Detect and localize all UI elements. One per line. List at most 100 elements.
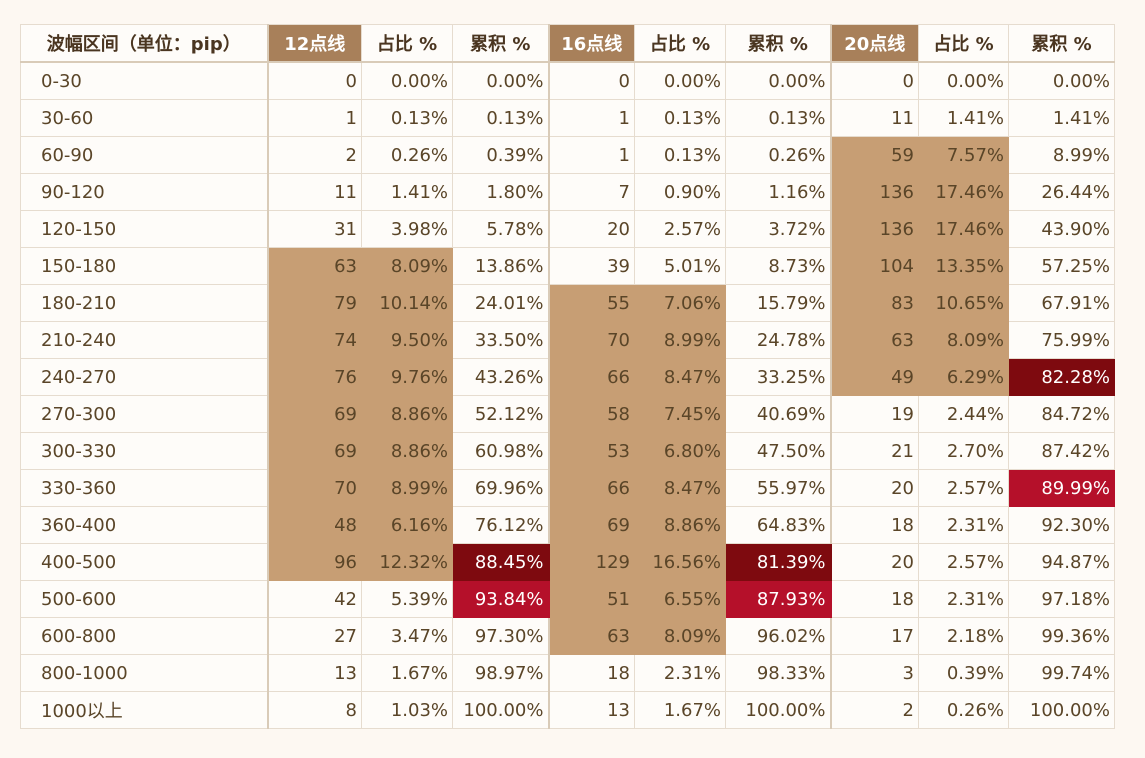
- cell-cum-12: 93.84%: [452, 580, 550, 618]
- cell-count-16: 55: [548, 284, 635, 322]
- table-row: 800-1000 13 1.67% 98.97% 18 2.31% 98.33% 3 0.39%…: [20, 654, 1115, 692]
- cell-cum-12: 24.01%: [452, 284, 550, 322]
- cell-cum-20: 84.72%: [1008, 395, 1115, 433]
- cell-pct-20: 7.57%: [918, 136, 1009, 174]
- cell-cum-20: 87.42%: [1008, 432, 1115, 470]
- cell-cum-12: 69.96%: [452, 469, 550, 507]
- cell-range: 30-60: [20, 99, 269, 137]
- cell-range: 0-30: [20, 61, 269, 100]
- cell-count-12: 11: [267, 173, 362, 211]
- cell-count-16: 13: [548, 691, 635, 729]
- cell-pct-16: 5.01%: [634, 247, 726, 285]
- cell-cum-20: 75.99%: [1008, 321, 1115, 359]
- cell-pct-16: 0.00%: [634, 61, 726, 100]
- cell-cum-20: 94.87%: [1008, 543, 1115, 581]
- pip-range-distribution-table: 波幅区间（单位：pip） 12点线 占比 % 累积 % 16点线 占比 % 累积 % 20点线…: [20, 24, 1115, 729]
- cell-cum-12: 0.39%: [452, 136, 550, 174]
- cell-pct-12: 0.26%: [361, 136, 453, 174]
- cell-count-20: 17: [830, 617, 919, 655]
- cell-cum-20: 67.91%: [1008, 284, 1115, 322]
- cell-cum-20: 26.44%: [1008, 173, 1115, 211]
- cell-pct-12: 8.99%: [361, 469, 453, 507]
- cell-count-20: 18: [830, 580, 919, 618]
- cell-pct-20: 0.39%: [918, 654, 1009, 692]
- cell-range: 400-500: [20, 543, 269, 581]
- cell-count-20: 83: [830, 284, 919, 322]
- cell-cum-20: 82.28%: [1008, 358, 1115, 396]
- cell-pct-20: 1.41%: [918, 99, 1009, 137]
- cell-cum-16: 0.26%: [725, 136, 832, 174]
- cell-count-12: 2: [267, 136, 362, 174]
- cell-count-20: 3: [830, 654, 919, 692]
- cell-cum-20: 92.30%: [1008, 506, 1115, 544]
- cell-cum-12: 98.97%: [452, 654, 550, 692]
- cell-pct-12: 6.16%: [361, 506, 453, 544]
- cell-pct-12: 5.39%: [361, 580, 453, 618]
- cell-range: 240-270: [20, 358, 269, 396]
- cell-pct-20: 17.46%: [918, 210, 1009, 248]
- cell-cum-12: 13.86%: [452, 247, 550, 285]
- cell-count-16: 7: [548, 173, 635, 211]
- cell-cum-12: 97.30%: [452, 617, 550, 655]
- cell-cum-16: 81.39%: [725, 543, 832, 581]
- cell-cum-16: 40.69%: [725, 395, 832, 433]
- cell-range: 150-180: [20, 247, 269, 285]
- cell-pct-16: 8.09%: [634, 617, 726, 655]
- cell-count-20: 20: [830, 543, 919, 581]
- cell-count-16: 0: [548, 61, 635, 100]
- cell-count-16: 51: [548, 580, 635, 618]
- cell-count-12: 13: [267, 654, 362, 692]
- cell-cum-16: 15.79%: [725, 284, 832, 322]
- table-body: 0-30 0 0.00% 0.00% 0 0.00% 0.00% 0 0.00% 0.00% 30-…: [20, 61, 1115, 729]
- cell-cum-20: 43.90%: [1008, 210, 1115, 248]
- cell-pct-20: 13.35%: [918, 247, 1009, 285]
- table-row: 500-600 42 5.39% 93.84% 51 6.55% 87.93% 18 2.31%…: [20, 580, 1115, 618]
- table-row: 360-400 48 6.16% 76.12% 69 8.86% 64.83% 18 2.31%…: [20, 506, 1115, 544]
- cell-pct-12: 1.67%: [361, 654, 453, 692]
- cell-count-16: 63: [548, 617, 635, 655]
- table-row: 270-300 69 8.86% 52.12% 58 7.45% 40.69% 19 2.44%…: [20, 395, 1115, 433]
- cell-cum-12: 0.13%: [452, 99, 550, 137]
- cell-pct-20: 17.46%: [918, 173, 1009, 211]
- table-row: 240-270 76 9.76% 43.26% 66 8.47% 33.25% 49 6.29%…: [20, 358, 1115, 396]
- table-row: 120-150 31 3.98% 5.78% 20 2.57% 3.72% 136 17.46%…: [20, 210, 1115, 248]
- cell-cum-12: 1.80%: [452, 173, 550, 211]
- cell-cum-16: 0.00%: [725, 61, 832, 100]
- cell-count-16: 18: [548, 654, 635, 692]
- cell-pct-20: 6.29%: [918, 358, 1009, 396]
- cell-pct-16: 2.31%: [634, 654, 726, 692]
- cell-count-20: 49: [830, 358, 919, 396]
- cell-cum-20: 8.99%: [1008, 136, 1115, 174]
- cell-pct-20: 2.31%: [918, 580, 1009, 618]
- cell-range: 210-240: [20, 321, 269, 359]
- cell-pct-20: 2.31%: [918, 506, 1009, 544]
- cell-pct-16: 7.06%: [634, 284, 726, 322]
- cell-cum-12: 60.98%: [452, 432, 550, 470]
- cell-cum-20: 1.41%: [1008, 99, 1115, 137]
- cell-count-20: 19: [830, 395, 919, 433]
- cell-range: 300-330: [20, 432, 269, 470]
- cell-cum-12: 0.00%: [452, 61, 550, 100]
- cell-pct-12: 3.98%: [361, 210, 453, 248]
- cell-count-12: 69: [267, 432, 362, 470]
- cell-count-12: 0: [267, 61, 362, 100]
- cell-count-12: 8: [267, 691, 362, 729]
- cell-count-16: 129: [548, 543, 635, 581]
- cell-cum-16: 0.13%: [725, 99, 832, 137]
- cell-cum-12: 52.12%: [452, 395, 550, 433]
- header-20-line: 20点线: [830, 24, 919, 63]
- cell-range: 120-150: [20, 210, 269, 248]
- cell-pct-20: 2.44%: [918, 395, 1009, 433]
- cell-cum-20: 0.00%: [1008, 61, 1115, 100]
- cell-count-20: 11: [830, 99, 919, 137]
- cell-count-20: 21: [830, 432, 919, 470]
- cell-pct-20: 8.09%: [918, 321, 1009, 359]
- table-row: 60-90 2 0.26% 0.39% 1 0.13% 0.26% 59 7.57% 8.99%: [20, 136, 1115, 174]
- cell-cum-12: 76.12%: [452, 506, 550, 544]
- cell-pct-20: 2.57%: [918, 469, 1009, 507]
- table-header-row: 波幅区间（单位：pip） 12点线 占比 % 累积 % 16点线 占比 % 累积 % 20点线…: [20, 24, 1115, 63]
- cell-pct-16: 8.99%: [634, 321, 726, 359]
- table-row: 150-180 63 8.09% 13.86% 39 5.01% 8.73% 104 13.35…: [20, 247, 1115, 285]
- cell-pct-20: 2.18%: [918, 617, 1009, 655]
- cell-pct-12: 3.47%: [361, 617, 453, 655]
